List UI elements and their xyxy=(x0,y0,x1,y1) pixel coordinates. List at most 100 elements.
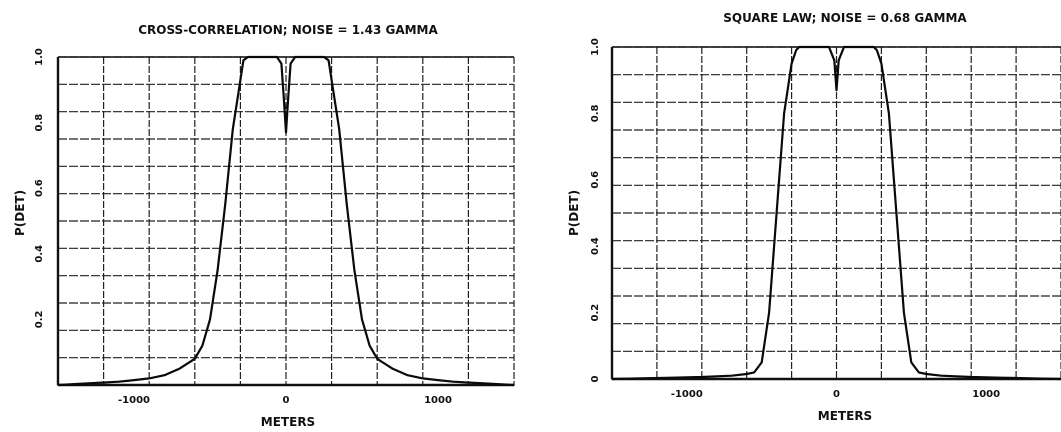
x-axis-label: METERS xyxy=(261,415,315,429)
data-point xyxy=(57,384,59,386)
grid-lines xyxy=(611,46,1061,380)
data-point xyxy=(858,46,860,48)
data-point xyxy=(828,46,830,48)
data-point xyxy=(970,376,972,378)
data-point xyxy=(216,269,219,272)
plot-frame xyxy=(56,56,514,387)
x-tick-label: 0 xyxy=(833,389,840,400)
data-point xyxy=(798,46,800,48)
data-point xyxy=(985,376,987,379)
x-tick-labels: -1000 0 1000 xyxy=(118,395,452,406)
data-point xyxy=(813,46,815,48)
y-tick-labels: 0.2 0.4 0.6 0.8 1.0 xyxy=(34,48,45,328)
y-tick-labels: 0 0.2 0.4 0.6 0.8 1.0 xyxy=(590,38,601,382)
data-point xyxy=(262,56,265,58)
data-point xyxy=(820,46,823,48)
data-point xyxy=(368,344,371,347)
data-point xyxy=(254,56,257,58)
data-point xyxy=(940,374,943,377)
data-point xyxy=(87,382,90,385)
data-point xyxy=(925,373,928,375)
data-point xyxy=(353,269,356,272)
data-point xyxy=(641,377,643,380)
data-point xyxy=(209,318,211,321)
data-point xyxy=(422,377,424,380)
data-point xyxy=(843,46,845,48)
data-point xyxy=(452,380,455,383)
series-lines xyxy=(57,55,515,387)
y-axis-label: P(DET) xyxy=(567,190,581,236)
data-point xyxy=(338,128,341,130)
data-point xyxy=(280,62,283,65)
x-tick-label: 1000 xyxy=(972,389,1000,400)
data-point xyxy=(133,379,135,381)
data-point xyxy=(715,375,718,378)
data-point xyxy=(790,62,793,65)
data-point xyxy=(835,89,838,91)
data-point xyxy=(276,56,278,58)
data-point xyxy=(1030,377,1032,380)
data-point xyxy=(118,380,120,383)
y-tick-label: 1.0 xyxy=(34,48,45,66)
y-tick-label: 0.6 xyxy=(590,171,601,189)
data-point xyxy=(285,131,287,134)
data-point xyxy=(671,376,673,379)
data-point xyxy=(163,374,166,376)
data-point xyxy=(876,49,878,52)
x-axis-label: METERS xyxy=(818,409,872,423)
chart-panel-cross-correlation: CROSS-CORRELATION; NOISE = 1.43 GAMMA P(… xyxy=(13,23,515,429)
data-point xyxy=(918,371,920,374)
data-point xyxy=(282,95,285,98)
x-tick-label: -1000 xyxy=(118,395,150,406)
data-point xyxy=(795,49,797,52)
data-point xyxy=(873,46,875,48)
data-point xyxy=(178,367,181,370)
data-point xyxy=(903,311,905,314)
chart-title: SQUARE LAW; NOISE = 0.68 GAMMA xyxy=(723,11,967,25)
y-tick-label: 0.8 xyxy=(590,105,601,123)
data-point xyxy=(837,59,840,62)
data-point xyxy=(865,46,868,48)
data-point xyxy=(224,203,226,206)
data-point xyxy=(955,375,958,378)
data-point xyxy=(361,318,363,321)
data-point xyxy=(701,376,703,378)
series-lines xyxy=(611,45,1061,381)
data-point xyxy=(330,79,333,81)
data-point xyxy=(888,112,890,115)
y-tick-label: 0.2 xyxy=(590,304,601,322)
y-tick-label: 0.4 xyxy=(590,237,601,255)
data-point xyxy=(686,376,688,379)
y-tick-label: 1.0 xyxy=(590,38,601,56)
data-point xyxy=(880,62,883,65)
data-point xyxy=(775,212,778,214)
data-point xyxy=(247,56,249,58)
data-point xyxy=(232,128,234,130)
data-point xyxy=(239,79,242,81)
data-point xyxy=(327,59,330,62)
data-point xyxy=(315,56,318,58)
data-point xyxy=(270,56,272,58)
data-point xyxy=(346,203,348,206)
y-tick-label: 0 xyxy=(590,375,601,382)
data-point xyxy=(300,56,303,58)
data-point xyxy=(910,361,913,364)
data-point xyxy=(294,56,296,58)
data-point xyxy=(287,95,290,98)
y-axis-label: P(DET) xyxy=(13,190,27,236)
data-point xyxy=(895,212,898,214)
data-point xyxy=(194,357,196,360)
data-point xyxy=(833,59,836,62)
y-tick-label: 0.4 xyxy=(34,245,45,263)
x-tick-label: -1000 xyxy=(671,389,703,400)
data-point xyxy=(850,46,853,48)
data-point xyxy=(323,56,325,58)
data-point xyxy=(768,311,770,314)
x-tick-label: 1000 xyxy=(424,395,452,406)
data-point xyxy=(482,382,485,385)
y-tick-label: 0.6 xyxy=(34,179,45,197)
data-point xyxy=(148,377,150,380)
data-point xyxy=(745,373,748,375)
data-point xyxy=(805,46,808,48)
